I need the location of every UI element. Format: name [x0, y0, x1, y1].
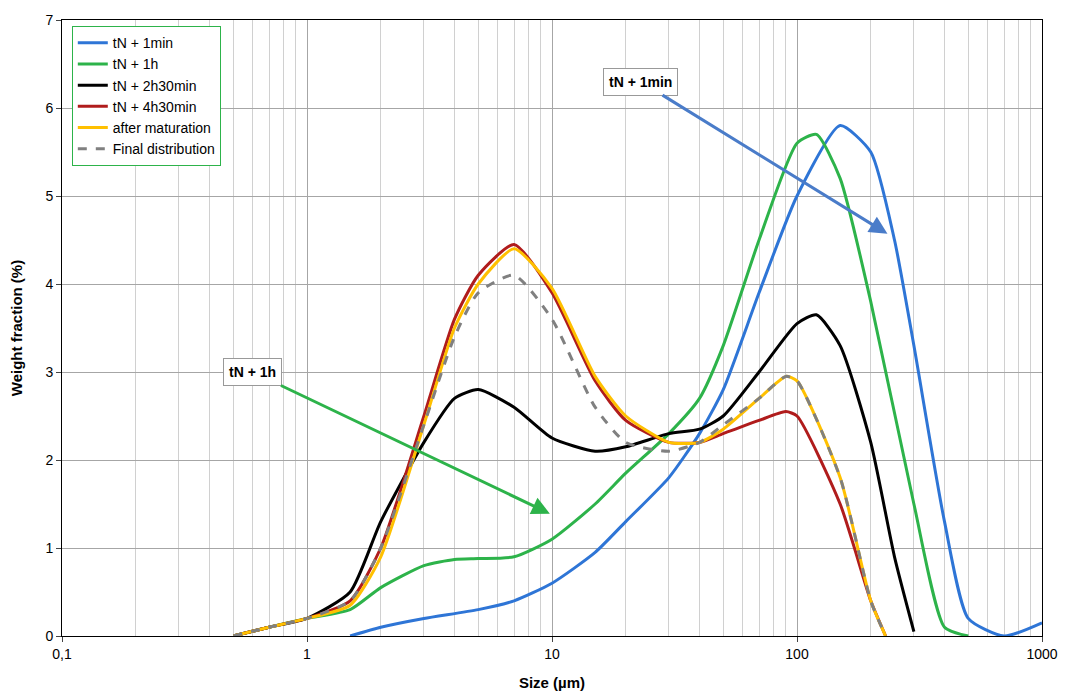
svg-text:after maturation: after maturation	[113, 120, 211, 136]
svg-text:Final distribution: Final distribution	[113, 141, 215, 157]
svg-text:0: 0	[45, 628, 53, 644]
svg-text:tN + 1h: tN + 1h	[229, 364, 276, 380]
svg-text:10: 10	[544, 646, 560, 662]
svg-text:tN + 1min: tN + 1min	[609, 74, 672, 90]
svg-text:Weight fraction (%): Weight fraction (%)	[8, 260, 25, 396]
svg-text:tN + 1h: tN + 1h	[113, 56, 159, 72]
svg-text:5: 5	[45, 188, 53, 204]
svg-text:100: 100	[785, 646, 809, 662]
svg-text:6: 6	[45, 100, 53, 116]
svg-text:0,1: 0,1	[52, 646, 72, 662]
svg-text:1000: 1000	[1026, 646, 1057, 662]
svg-text:4: 4	[45, 276, 53, 292]
svg-text:Size (µm): Size (µm)	[519, 674, 585, 691]
svg-text:tN + 1min: tN + 1min	[113, 35, 173, 51]
svg-text:1: 1	[45, 540, 53, 556]
svg-text:2: 2	[45, 452, 53, 468]
svg-text:7: 7	[45, 12, 53, 28]
svg-text:3: 3	[45, 364, 53, 380]
svg-text:tN + 2h30min: tN + 2h30min	[113, 78, 197, 94]
svg-text:tN + 4h30min: tN + 4h30min	[113, 99, 197, 115]
svg-text:1: 1	[303, 646, 311, 662]
